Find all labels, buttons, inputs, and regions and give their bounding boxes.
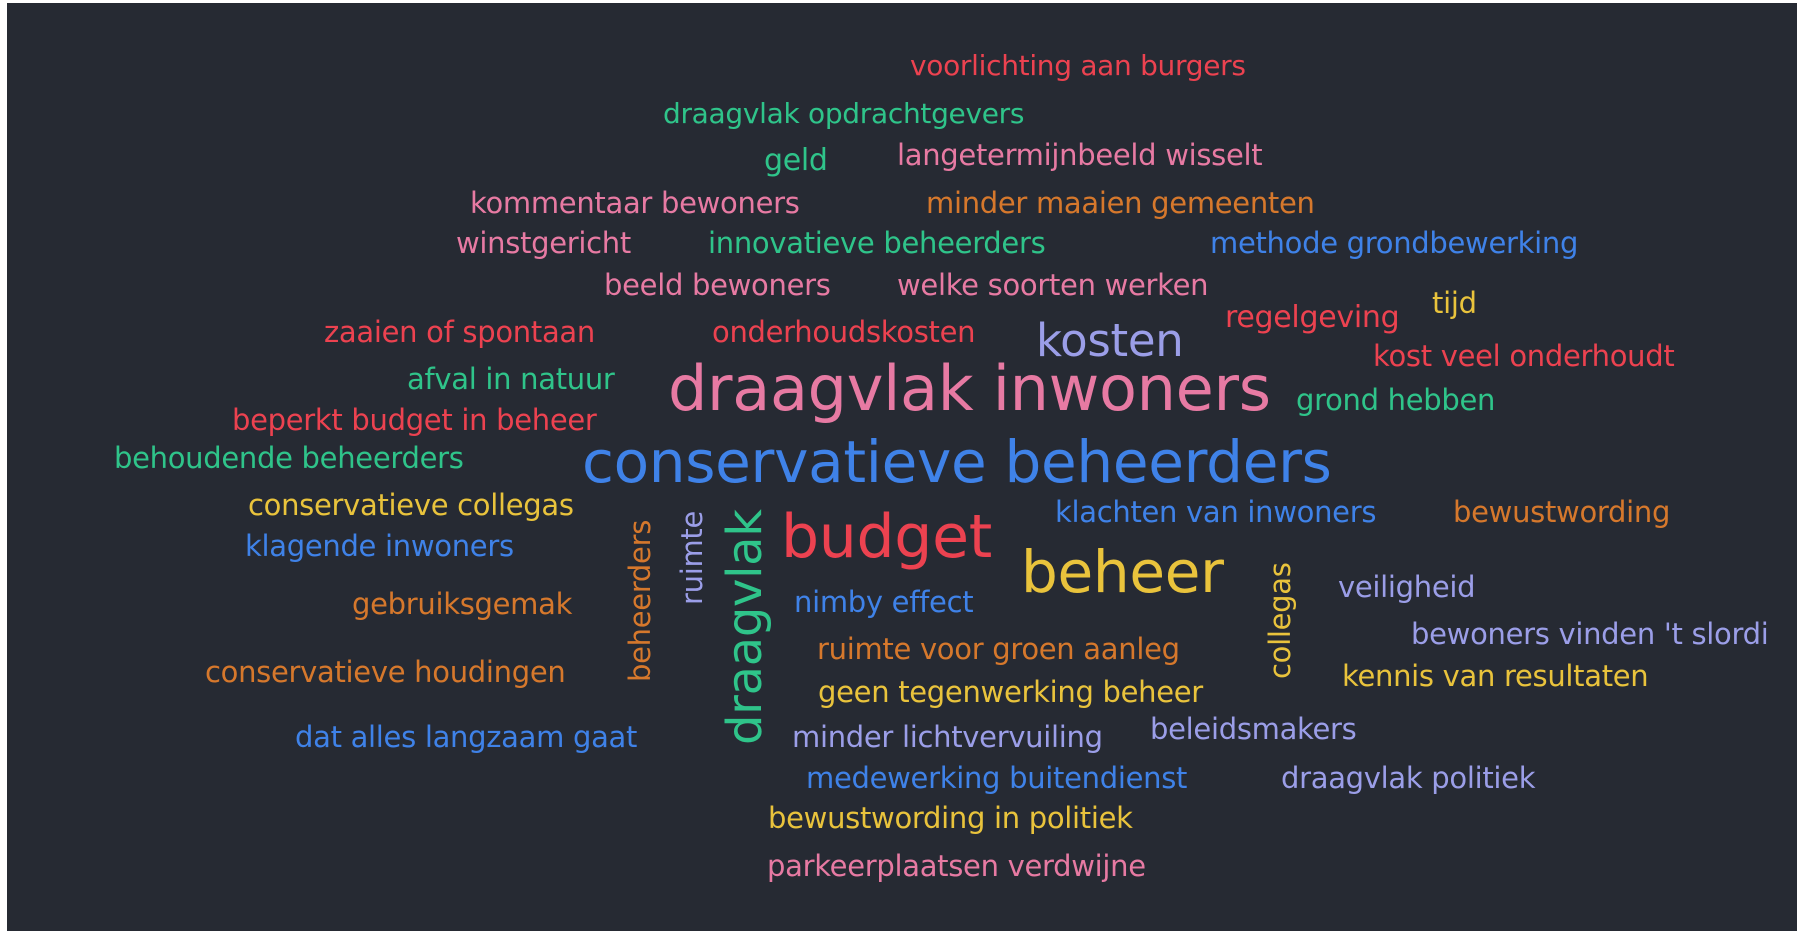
- word: klagende inwoners: [245, 529, 514, 563]
- word: tijd: [1432, 286, 1477, 320]
- word: draagvlak inwoners: [668, 352, 1271, 425]
- word: methode grondbewerking: [1210, 226, 1579, 260]
- word: geen tegenwerking beheer: [818, 675, 1203, 709]
- word: klachten van inwoners: [1055, 495, 1377, 529]
- word: draagvlak: [717, 509, 773, 745]
- word: dat alles langzaam gaat: [295, 720, 638, 754]
- word: draagvlak politiek: [1281, 761, 1536, 795]
- word: kosten: [1036, 314, 1184, 367]
- word: beperkt budget in beheer: [232, 403, 597, 437]
- word: minder maaien gemeenten: [926, 186, 1315, 220]
- word: conservatieve houdingen: [205, 655, 566, 689]
- word: minder lichtvervuiling: [792, 720, 1103, 754]
- word: onderhoudskosten: [712, 315, 976, 349]
- word: welke soorten werken: [897, 268, 1209, 302]
- word: zaaien of spontaan: [324, 315, 595, 349]
- word: grond hebben: [1296, 383, 1496, 417]
- word: nimby effect: [794, 585, 974, 619]
- word: budget: [781, 502, 992, 572]
- word: beheerders: [623, 519, 657, 682]
- word: regelgeving: [1225, 300, 1400, 335]
- word: kost veel onderhoudt: [1373, 339, 1675, 373]
- word: conservatieve collegas: [248, 488, 574, 522]
- word: gebruiksgemak: [352, 587, 573, 621]
- word: medewerking buitendienst: [806, 761, 1188, 795]
- word: langetermijnbeeld wisselt: [897, 138, 1263, 172]
- word: collegas: [1263, 562, 1297, 679]
- word: veiligheid: [1338, 570, 1476, 604]
- word: beheer: [1021, 538, 1224, 606]
- word: kennis van resultaten: [1342, 659, 1649, 693]
- word: ruimte: [675, 510, 709, 605]
- word: voorlichting aan burgers: [910, 49, 1246, 82]
- word: parkeerplaatsen verdwijne: [767, 849, 1146, 883]
- word: ruimte voor groen aanleg: [817, 632, 1180, 666]
- word: winstgericht: [456, 226, 631, 260]
- word: afval in natuur: [407, 362, 615, 396]
- word-cloud-panel: [7, 3, 1797, 931]
- word: bewoners vinden 't slordi: [1411, 617, 1769, 651]
- word: draagvlak opdrachtgevers: [663, 97, 1025, 130]
- word: beeld bewoners: [604, 268, 831, 302]
- word: beleidsmakers: [1150, 712, 1357, 746]
- word: behoudende beheerders: [114, 441, 464, 475]
- word: bewustwording: [1453, 495, 1671, 529]
- word: geld: [764, 143, 828, 178]
- word: conservatieve beheerders: [582, 428, 1332, 496]
- word: bewustwording in politiek: [768, 801, 1133, 835]
- word: innovatieve beheerders: [708, 226, 1046, 260]
- word: kommentaar bewoners: [470, 186, 800, 220]
